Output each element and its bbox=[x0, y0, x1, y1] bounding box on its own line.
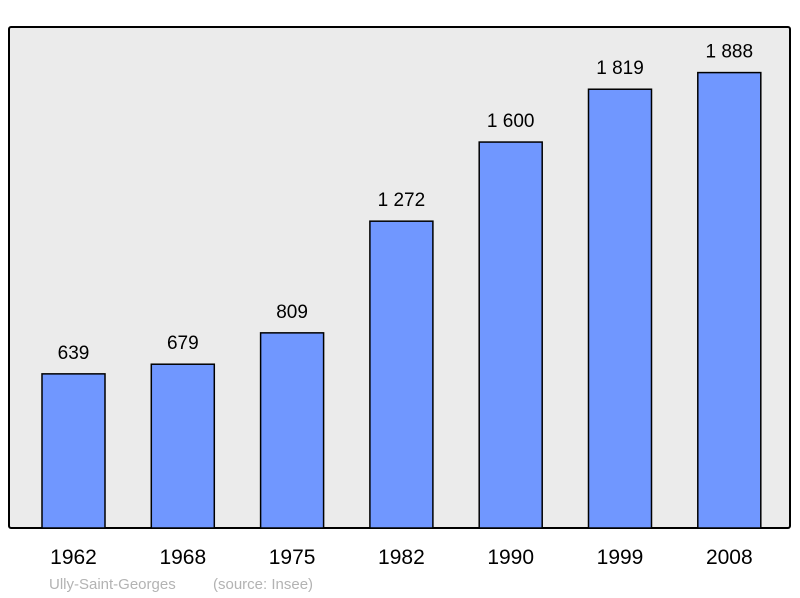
data-label-1962: 639 bbox=[58, 343, 90, 364]
footer-source: (source: Insee) bbox=[213, 576, 313, 593]
bar-2008 bbox=[697, 71, 762, 529]
x-tick-1975: 1975 bbox=[269, 546, 316, 569]
bar-1975 bbox=[259, 332, 325, 529]
x-tick-1962: 1962 bbox=[50, 546, 97, 569]
data-label-1990: 1 600 bbox=[487, 111, 535, 132]
bar-1968 bbox=[150, 363, 216, 529]
data-label-2008: 1 888 bbox=[706, 42, 754, 63]
data-label-1982: 1 272 bbox=[378, 190, 426, 211]
data-label-1999: 1 819 bbox=[596, 58, 644, 79]
data-label-1975: 809 bbox=[276, 302, 308, 323]
footer-place: Ully-Saint-Georges bbox=[49, 576, 176, 593]
bar-1990 bbox=[478, 141, 543, 529]
x-tick-1982: 1982 bbox=[378, 546, 425, 569]
data-label-1968: 679 bbox=[167, 333, 199, 354]
x-tick-2008: 2008 bbox=[706, 546, 753, 569]
bar-1962 bbox=[41, 373, 106, 529]
x-tick-1999: 1999 bbox=[597, 546, 644, 569]
x-tick-1968: 1968 bbox=[159, 546, 206, 569]
bar-1982 bbox=[369, 220, 434, 529]
x-tick-1990: 1990 bbox=[487, 546, 534, 569]
bar-1999 bbox=[587, 88, 653, 529]
